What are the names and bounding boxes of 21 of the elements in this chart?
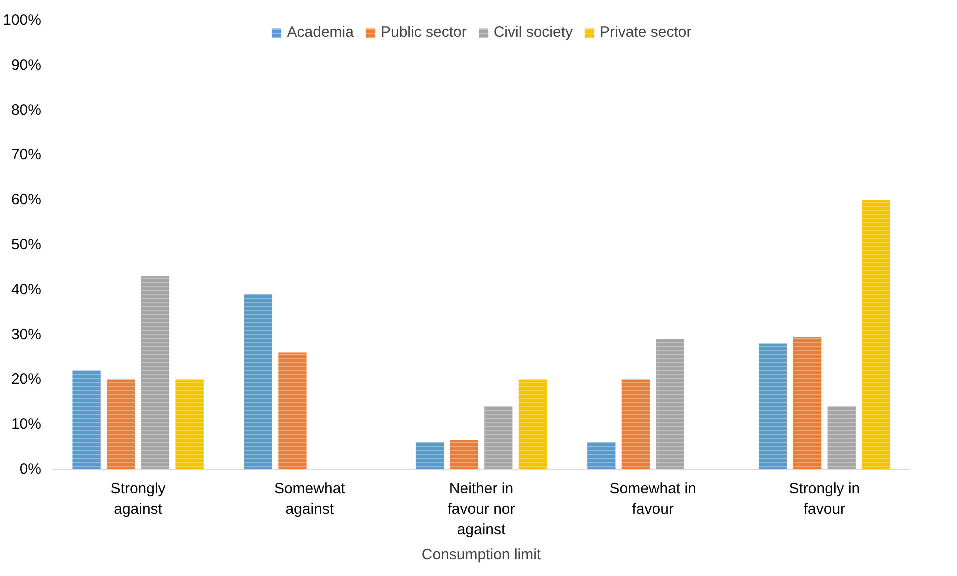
x-tick-label: Neither in favour nor against xyxy=(448,480,516,538)
legend-label: Civil society xyxy=(494,24,574,41)
y-tick-label: 80% xyxy=(11,102,42,119)
legend-label: Public sector xyxy=(380,24,467,41)
y-tick-label: 30% xyxy=(11,326,42,344)
y-tick-label: 40% xyxy=(11,281,42,298)
y-tick-label: 90% xyxy=(11,56,42,74)
y-tick-label: 70% xyxy=(11,146,42,164)
x-tick-label: Strongly in favour xyxy=(789,480,860,518)
y-tick-label: 0% xyxy=(20,461,42,478)
legend-label: Academia xyxy=(287,24,354,41)
x-tick-label: Somewhat against xyxy=(274,480,346,518)
y-tick-label: 10% xyxy=(11,416,42,434)
y-tick-label: 20% xyxy=(11,371,42,388)
y-tick-label: 60% xyxy=(11,192,42,209)
x-axis-title: Consumption limit xyxy=(422,546,542,564)
x-tick-label: Strongly against xyxy=(110,480,166,518)
x-tick-label: Somewhat in favour xyxy=(610,480,696,518)
y-tick-label: 100% xyxy=(3,12,42,29)
y-tick-label: 50% xyxy=(11,236,42,254)
legend-label: Private sector xyxy=(600,24,692,41)
